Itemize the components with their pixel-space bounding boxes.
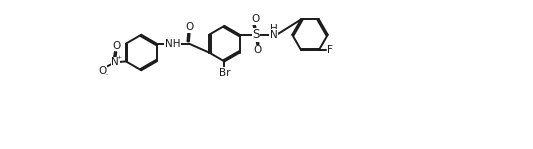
Text: O: O — [253, 45, 261, 55]
Text: N: N — [270, 30, 278, 40]
Text: O: O — [251, 14, 259, 24]
Text: +: + — [116, 55, 121, 60]
Text: O: O — [98, 66, 106, 76]
Text: -: - — [106, 72, 108, 77]
Text: F: F — [327, 45, 333, 55]
Text: O: O — [185, 22, 194, 32]
Text: N: N — [111, 57, 119, 67]
Text: H: H — [270, 24, 278, 34]
Text: S: S — [253, 28, 260, 41]
Text: Br: Br — [219, 68, 230, 78]
Text: O: O — [112, 41, 120, 51]
Text: NH: NH — [165, 39, 180, 49]
